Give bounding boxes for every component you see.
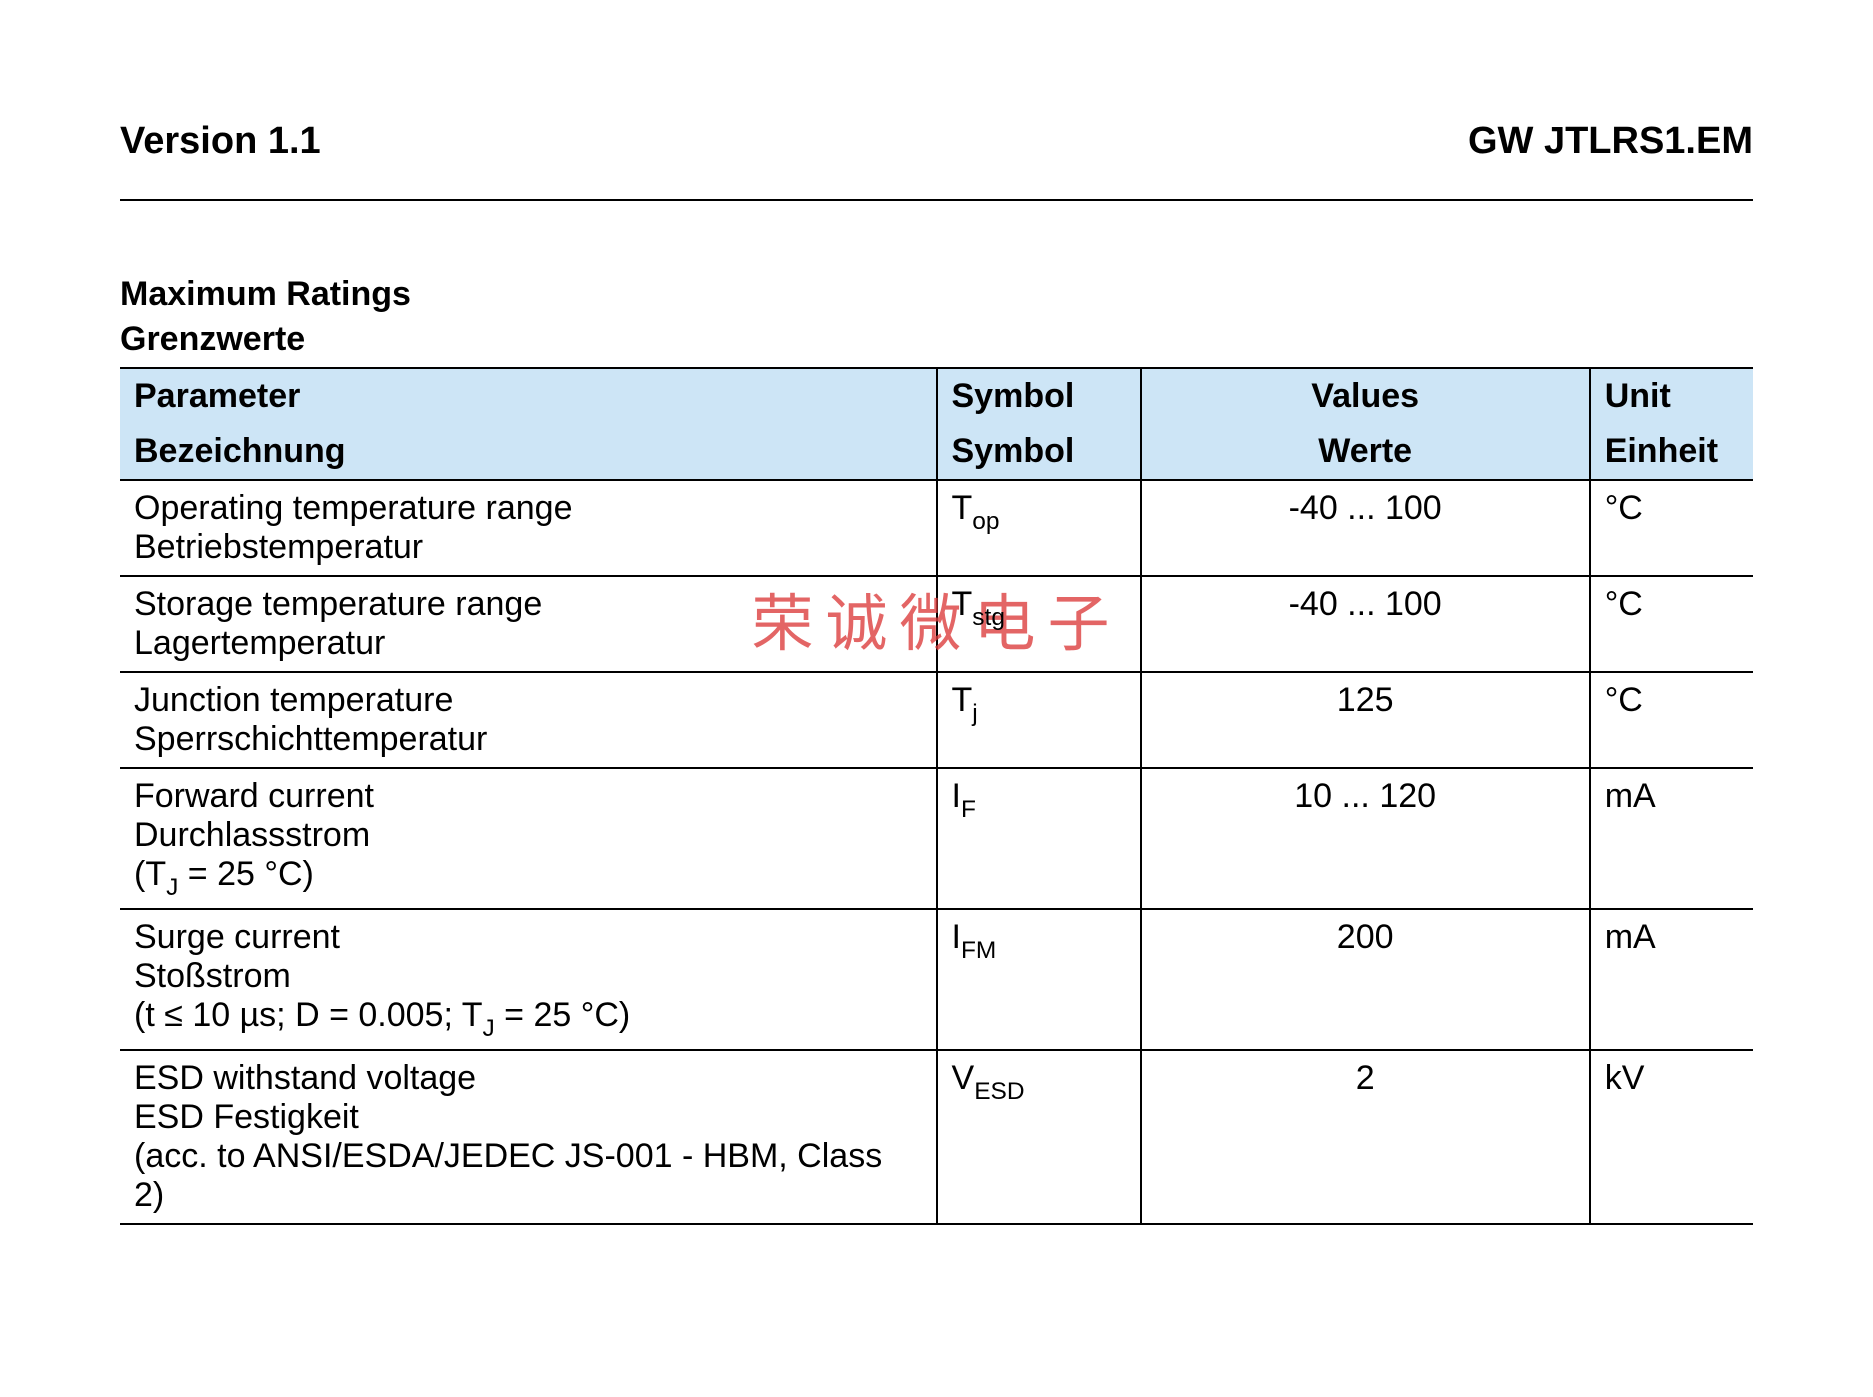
cell-value: -40 ... 100 <box>1141 576 1590 672</box>
cell-symbol: Tstg <box>937 576 1141 672</box>
cell-symbol: Top <box>937 480 1141 576</box>
param-de: Stoßstrom <box>134 957 922 996</box>
page: Version 1.1 GW JTLRS1.EM Maximum Ratings… <box>0 0 1873 1397</box>
cell-value: 125 <box>1141 672 1590 768</box>
param-de: Durchlassstrom <box>134 816 922 855</box>
param-condition: (TJ = 25 °C) <box>134 855 922 900</box>
symbol-subscript: stg <box>972 604 1005 631</box>
table-header-row-de: Bezeichnung Symbol Werte Einheit <box>120 424 1753 480</box>
table-row: Forward currentDurchlassstrom(TJ = 25 °C… <box>120 768 1753 909</box>
cell-parameter: Junction temperatureSperrschichttemperat… <box>120 672 937 768</box>
cell-unit: °C <box>1590 576 1753 672</box>
cell-unit: mA <box>1590 909 1753 1050</box>
symbol-base: I <box>952 918 961 956</box>
col-header-symbol-en: Symbol <box>937 368 1141 424</box>
col-header-values-de: Werte <box>1141 424 1590 480</box>
section-title-de: Grenzwerte <box>120 320 1753 359</box>
param-en: ESD withstand voltage <box>134 1059 922 1098</box>
param-de: Betriebstemperatur <box>134 528 922 567</box>
cell-symbol: VESD <box>937 1050 1141 1224</box>
cell-value: -40 ... 100 <box>1141 480 1590 576</box>
symbol-subscript: op <box>972 508 999 535</box>
col-header-parameter-de: Bezeichnung <box>120 424 937 480</box>
symbol-base: T <box>952 585 973 623</box>
col-header-parameter-en: Parameter <box>120 368 937 424</box>
cell-value: 2 <box>1141 1050 1590 1224</box>
symbol-base: T <box>952 681 973 719</box>
col-header-symbol-de: Symbol <box>937 424 1141 480</box>
symbol-base: I <box>952 777 961 815</box>
param-en: Junction temperature <box>134 681 922 720</box>
param-condition: (acc. to ANSI/ESDA/JEDEC JS-001 - HBM, C… <box>134 1137 922 1215</box>
cell-unit: °C <box>1590 672 1753 768</box>
symbol-base: V <box>952 1059 975 1097</box>
cell-unit: mA <box>1590 768 1753 909</box>
table-row: Surge currentStoßstrom(t ≤ 10 µs; D = 0.… <box>120 909 1753 1050</box>
symbol-subscript: F <box>961 796 976 823</box>
header-divider <box>120 199 1753 201</box>
table-row: Junction temperatureSperrschichttemperat… <box>120 672 1753 768</box>
table-row: Storage temperature rangeLagertemperatur… <box>120 576 1753 672</box>
cell-parameter: Storage temperature rangeLagertemperatur <box>120 576 937 672</box>
param-en: Operating temperature range <box>134 489 922 528</box>
cell-symbol: IF <box>937 768 1141 909</box>
page-header: Version 1.1 GW JTLRS1.EM <box>120 120 1753 163</box>
cell-unit: °C <box>1590 480 1753 576</box>
param-en: Forward current <box>134 777 922 816</box>
cell-parameter: Operating temperature rangeBetriebstempe… <box>120 480 937 576</box>
cell-symbol: IFM <box>937 909 1141 1050</box>
cell-parameter: Forward currentDurchlassstrom(TJ = 25 °C… <box>120 768 937 909</box>
symbol-base: T <box>952 489 973 527</box>
col-header-unit-en: Unit <box>1590 368 1753 424</box>
param-condition: (t ≤ 10 µs; D = 0.005; TJ = 25 °C) <box>134 996 922 1041</box>
cell-symbol: Tj <box>937 672 1141 768</box>
param-de: Lagertemperatur <box>134 624 922 663</box>
col-header-values-en: Values <box>1141 368 1590 424</box>
symbol-subscript: j <box>972 700 977 727</box>
col-header-unit-de: Einheit <box>1590 424 1753 480</box>
maximum-ratings-table: Parameter Symbol Values Unit Bezeichnung… <box>120 367 1753 1225</box>
cell-parameter: Surge currentStoßstrom(t ≤ 10 µs; D = 0.… <box>120 909 937 1050</box>
symbol-subscript: FM <box>961 937 996 964</box>
cell-unit: kV <box>1590 1050 1753 1224</box>
cell-parameter: ESD withstand voltageESD Festigkeit(acc.… <box>120 1050 937 1224</box>
cell-value: 10 ... 120 <box>1141 768 1590 909</box>
param-en: Surge current <box>134 918 922 957</box>
version-label: Version 1.1 <box>120 120 321 163</box>
section-title-en: Maximum Ratings <box>120 275 1753 314</box>
param-de: ESD Festigkeit <box>134 1098 922 1137</box>
param-en: Storage temperature range <box>134 585 922 624</box>
table-row: ESD withstand voltageESD Festigkeit(acc.… <box>120 1050 1753 1224</box>
cell-value: 200 <box>1141 909 1590 1050</box>
param-de: Sperrschichttemperatur <box>134 720 922 759</box>
table-row: Operating temperature rangeBetriebstempe… <box>120 480 1753 576</box>
table-header-row-en: Parameter Symbol Values Unit <box>120 368 1753 424</box>
symbol-subscript: ESD <box>974 1078 1024 1105</box>
part-number: GW JTLRS1.EM <box>1468 120 1753 163</box>
